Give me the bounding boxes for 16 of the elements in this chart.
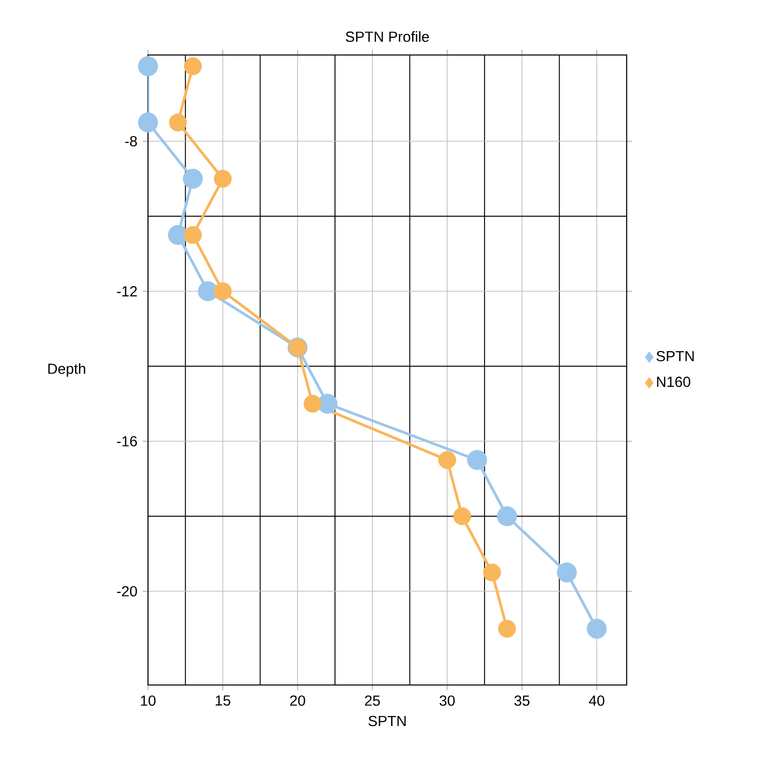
legend-label: SPTN (656, 350, 694, 362)
y-tick-label: -8 (125, 136, 137, 146)
chart-title: SPTN Profile (346, 31, 429, 42)
legend-label: N160 (657, 376, 690, 387)
x-tick-label: 30 (440, 695, 455, 706)
x-tick-label: 35 (514, 695, 530, 706)
x-axis-title: SPTN (368, 716, 406, 726)
y-axis-title: Depth (48, 363, 86, 377)
y-tick-label: -20 (117, 586, 137, 596)
x-tick-label: 40 (588, 695, 604, 706)
x-tick-label: 10 (140, 695, 156, 706)
x-tick-label: 25 (364, 695, 380, 706)
y-tick-label: -12 (117, 286, 137, 296)
x-tick-label: 15 (216, 695, 230, 706)
x-tick-label: 20 (290, 695, 306, 706)
y-tick-label: -16 (117, 436, 137, 446)
